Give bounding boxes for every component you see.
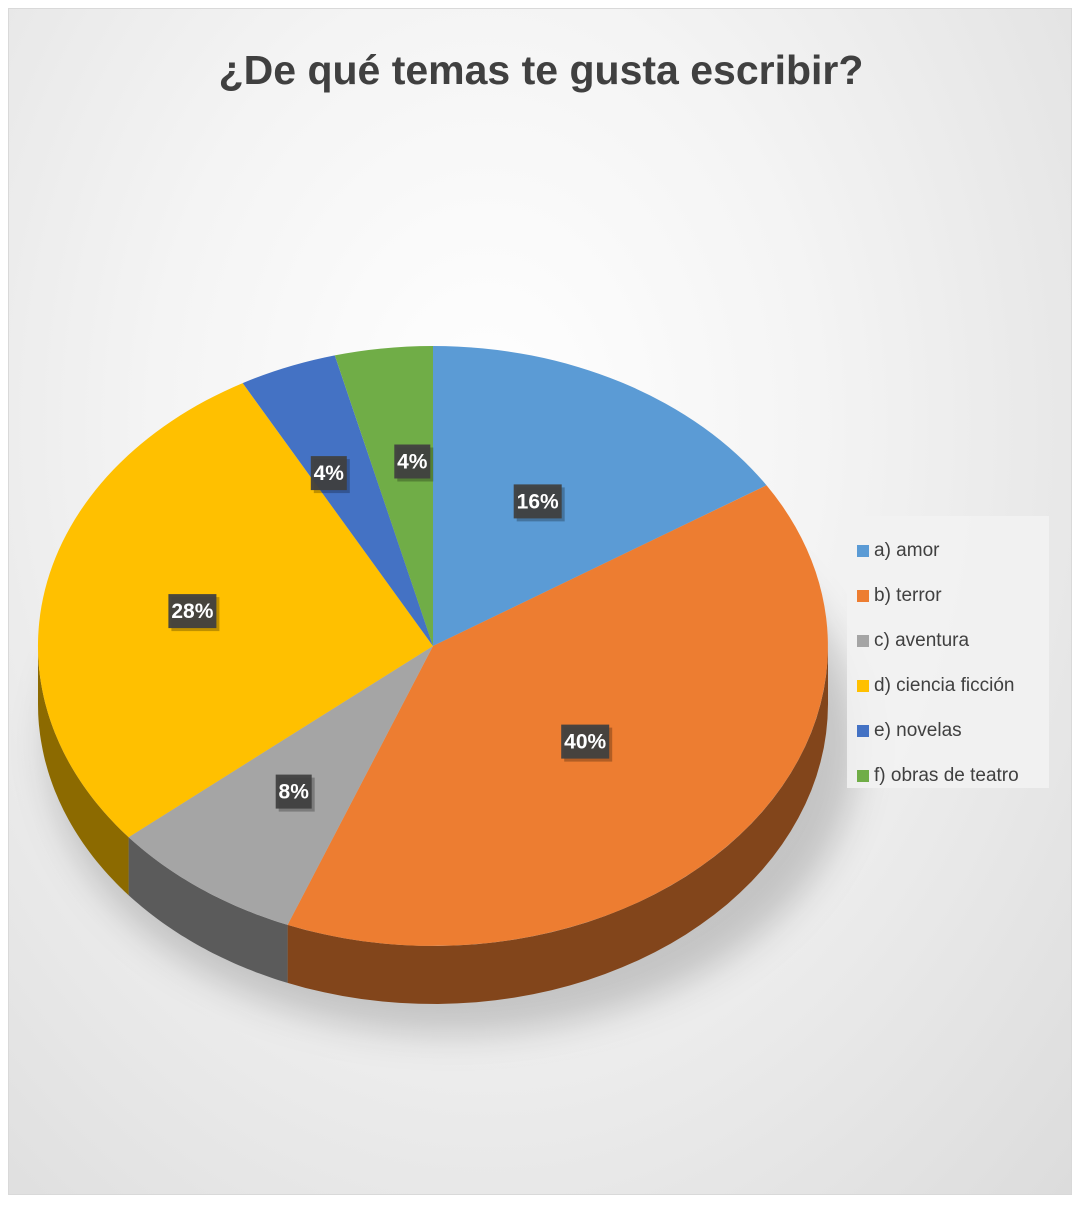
data-label-e-novelas: 4% bbox=[310, 456, 350, 494]
pie-slice-b-terror bbox=[287, 485, 828, 946]
pie-slice-d-ciencia-ficci-n bbox=[37, 383, 433, 838]
svg-text:16%: 16% bbox=[517, 490, 559, 513]
legend-label: f) obras de teatro bbox=[874, 764, 1019, 786]
legend-swatch bbox=[857, 544, 869, 557]
legend-swatch bbox=[857, 769, 869, 782]
legend-item-a-amor: a) amor bbox=[857, 528, 1049, 573]
pie-slice-e-novelas bbox=[242, 355, 433, 646]
legend-item-d-ciencia-ficci-n: d) ciencia ficción bbox=[857, 663, 1049, 708]
legend-label: e) novelas bbox=[874, 719, 962, 741]
svg-text:4%: 4% bbox=[397, 451, 428, 474]
legend-label: c) aventura bbox=[874, 629, 970, 651]
legend-item-e-novelas: e) novelas bbox=[857, 708, 1049, 753]
legend: a) amor b) terror c) aventura d) ciencia fi… bbox=[847, 516, 1049, 788]
data-label-f-obras-de-teatro: 4% bbox=[394, 444, 434, 482]
svg-text:28%: 28% bbox=[171, 600, 213, 623]
legend-swatch bbox=[857, 724, 869, 737]
legend-swatch bbox=[857, 679, 869, 692]
legend-label: d) ciencia ficción bbox=[874, 674, 1015, 696]
legend-item-b-terror: b) terror bbox=[857, 573, 1049, 618]
pie-side-c-aventura bbox=[128, 837, 288, 983]
legend-swatch bbox=[857, 634, 869, 647]
data-label-b-terror: 40% bbox=[561, 724, 613, 762]
pie-slice-a-amor bbox=[433, 346, 767, 646]
legend-item-f-obras-de-teatro: f) obras de teatro bbox=[857, 753, 1049, 798]
legend-label: a) amor bbox=[874, 539, 940, 561]
legend-swatch bbox=[857, 589, 869, 602]
pie-side-d-ciencia-ficci-n bbox=[38, 646, 129, 896]
pie-chart: 16% 40% 8% 28% 4% 4% bbox=[37, 346, 858, 1034]
legend-item-c-aventura: c) aventura bbox=[857, 618, 1049, 663]
data-label-c-aventura: 8% bbox=[275, 774, 315, 812]
svg-text:8%: 8% bbox=[279, 781, 310, 804]
svg-text:4%: 4% bbox=[314, 462, 345, 485]
svg-text:40%: 40% bbox=[564, 731, 606, 754]
data-label-d-ciencia-ficci-n: 28% bbox=[168, 594, 220, 632]
chart-area: ¿De qué temas te gusta escribir? 16% 40% 8… bbox=[8, 8, 1072, 1195]
chart-title: ¿De qué temas te gusta escribir? bbox=[218, 47, 864, 93]
data-label-a-amor: 16% bbox=[513, 484, 565, 522]
legend-label: b) terror bbox=[874, 584, 942, 606]
pie-side-b-terror bbox=[287, 646, 829, 1004]
pie-slice-f-obras-de-teatro bbox=[334, 346, 433, 646]
